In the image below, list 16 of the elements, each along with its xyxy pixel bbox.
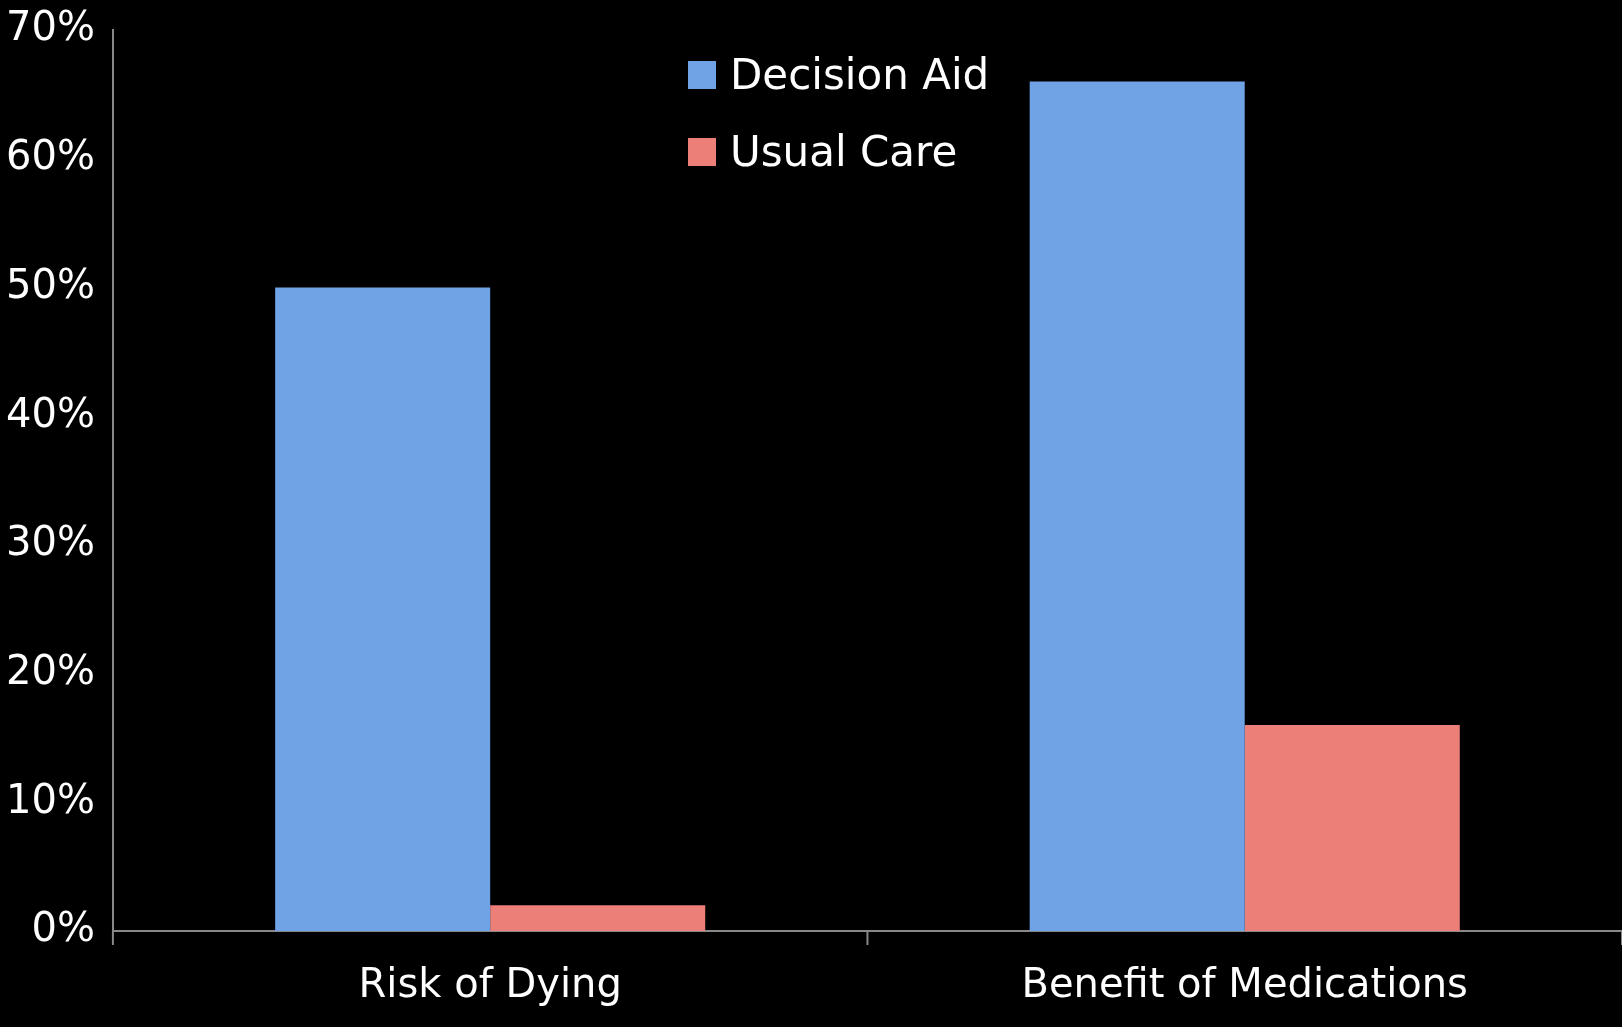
y-tick-label: 30%: [6, 518, 95, 565]
legend-label: Decision Aid: [730, 50, 990, 99]
y-tick-label: 0%: [31, 904, 95, 951]
bar: [275, 287, 491, 931]
x-tick-label: Benefit of Medications: [1021, 960, 1468, 1007]
bar: [1244, 725, 1460, 931]
y-tick-label: 50%: [6, 260, 95, 307]
bar: [1029, 81, 1245, 931]
y-tick-label: 70%: [6, 3, 95, 50]
y-tick-label: 10%: [6, 775, 95, 822]
x-tick-label: Risk of Dying: [358, 960, 622, 1007]
y-tick-label: 40%: [6, 389, 95, 436]
bar: [490, 905, 706, 931]
y-tick-label: 60%: [6, 132, 95, 179]
legend-label: Usual Care: [730, 127, 958, 176]
y-tick-label: 20%: [6, 646, 95, 693]
